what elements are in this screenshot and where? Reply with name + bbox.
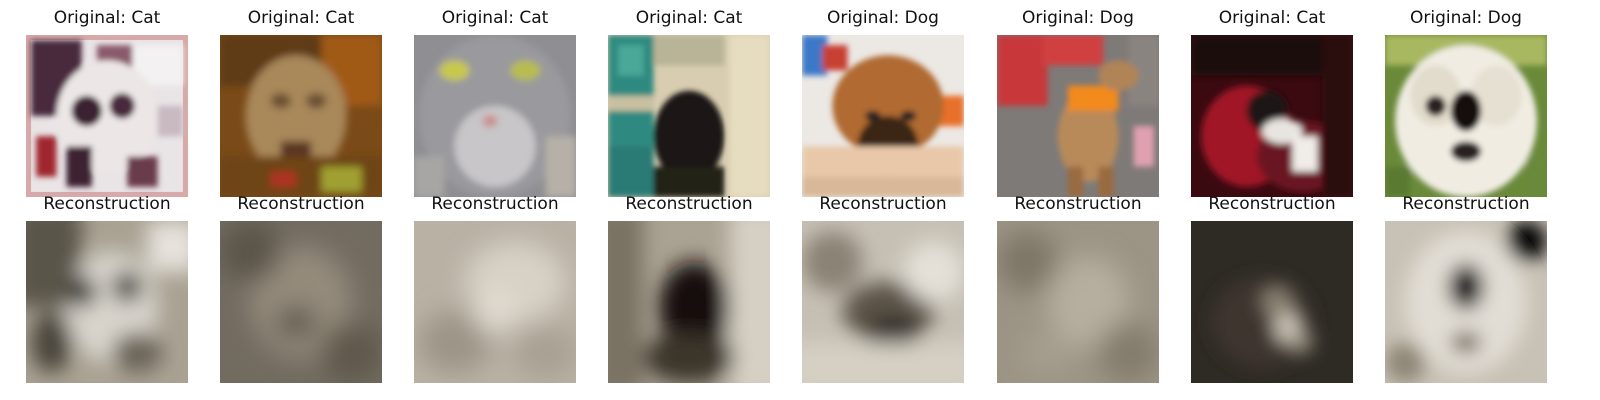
- reconstruction-image-7: [1191, 221, 1353, 383]
- original-image-8: [1385, 35, 1547, 197]
- reconstruction-image-1: [26, 221, 188, 383]
- reconstruction-title-3: Reconstruction: [431, 194, 559, 214]
- reconstruction-title-1: Reconstruction: [43, 194, 171, 214]
- original-title-7: Original: Cat: [1218, 8, 1326, 28]
- reconstruction-title-7: Reconstruction: [1208, 194, 1336, 214]
- reconstruction-panel-3: Reconstruction: [414, 192, 576, 383]
- reconstruction-panel-6: Reconstruction: [997, 192, 1159, 383]
- original-image-3: [414, 35, 576, 197]
- reconstruction-image-5: [802, 221, 964, 383]
- reconstruction-image-4: [608, 221, 770, 383]
- reconstruction-image-8: [1385, 221, 1547, 383]
- original-title-2: Original: Cat: [247, 8, 355, 28]
- reconstruction-title-8: Reconstruction: [1402, 194, 1530, 214]
- original-title-1: Original: Cat: [53, 8, 161, 28]
- reconstruction-panel-5: Reconstruction: [802, 192, 964, 383]
- original-image-5: [802, 35, 964, 197]
- original-image-1: [26, 35, 188, 197]
- original-image-4: [608, 35, 770, 197]
- original-panel-6: Original: Dog: [997, 6, 1159, 197]
- reconstruction-panel-7: Reconstruction: [1191, 192, 1353, 383]
- original-image-2: [220, 35, 382, 197]
- original-image-6: [997, 35, 1159, 197]
- original-image-7: [1191, 35, 1353, 197]
- reconstruction-panel-8: Reconstruction: [1385, 192, 1547, 383]
- original-panel-1: Original: Cat: [26, 6, 188, 197]
- original-panel-2: Original: Cat: [220, 6, 382, 197]
- original-panel-3: Original: Cat: [414, 6, 576, 197]
- reconstruction-panel-1: Reconstruction: [26, 192, 188, 383]
- reconstruction-title-2: Reconstruction: [237, 194, 365, 214]
- original-title-6: Original: Dog: [1022, 8, 1134, 28]
- reconstruction-title-6: Reconstruction: [1014, 194, 1142, 214]
- original-title-4: Original: Cat: [635, 8, 743, 28]
- original-panel-7: Original: Cat: [1191, 6, 1353, 197]
- original-title-3: Original: Cat: [441, 8, 549, 28]
- original-panel-4: Original: Cat: [608, 6, 770, 197]
- reconstruction-image-2: [220, 221, 382, 383]
- reconstruction-panel-4: Reconstruction: [608, 192, 770, 383]
- original-title-5: Original: Dog: [827, 8, 939, 28]
- reconstruction-image-6: [997, 221, 1159, 383]
- reconstruction-image-3: [414, 221, 576, 383]
- reconstruction-panel-2: Reconstruction: [220, 192, 382, 383]
- reconstruction-title-4: Reconstruction: [625, 194, 753, 214]
- original-panel-5: Original: Dog: [802, 6, 964, 197]
- original-panel-8: Original: Dog: [1385, 6, 1547, 197]
- reconstruction-title-5: Reconstruction: [819, 194, 947, 214]
- original-title-8: Original: Dog: [1410, 8, 1522, 28]
